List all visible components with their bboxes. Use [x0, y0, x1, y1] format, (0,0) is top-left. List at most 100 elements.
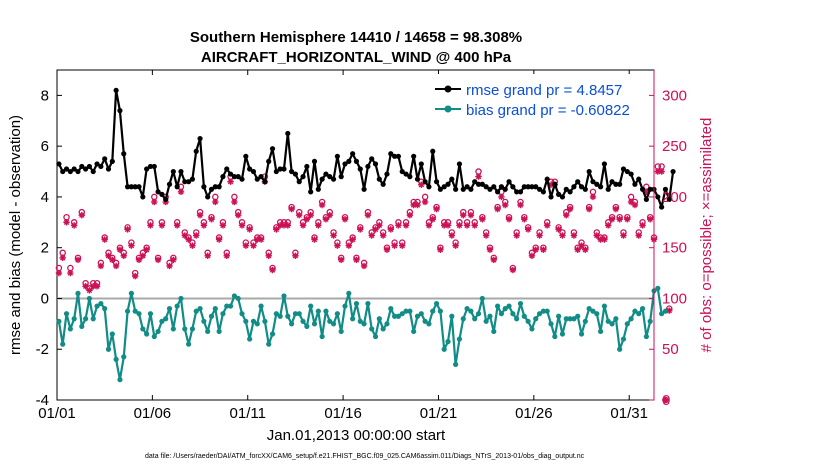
rmse-point — [430, 148, 436, 154]
rmse-point — [323, 171, 329, 177]
rmse-point — [182, 179, 188, 185]
rmse-point — [559, 194, 566, 200]
obs-assimilated-point — [402, 222, 410, 229]
rmse-point — [289, 168, 295, 175]
rmse-point — [250, 168, 257, 175]
bias-point — [174, 303, 180, 309]
rmse-point — [376, 176, 382, 182]
bias-point — [571, 316, 577, 322]
obs-assimilated-point — [585, 205, 593, 213]
bias-point — [384, 321, 390, 327]
obs-assimilated-point — [78, 212, 85, 219]
bias-point — [449, 313, 455, 319]
bias-point — [475, 311, 482, 317]
obs-assimilated-point — [479, 216, 486, 223]
obs-assimilated-point — [105, 252, 112, 260]
obs-assimilated-point — [494, 205, 501, 213]
y-left-tick-label: 4 — [41, 189, 49, 206]
rmse-point — [460, 186, 466, 192]
rmse-point — [144, 166, 150, 172]
obs-assimilated-point — [570, 232, 578, 239]
plot-area — [56, 69, 655, 401]
bias-point — [533, 316, 539, 322]
bias-point — [414, 313, 421, 319]
obs-assimilated-point — [341, 216, 349, 223]
rmse-point — [643, 196, 649, 203]
rmse-point — [670, 168, 676, 175]
bias-point — [418, 311, 424, 317]
bias-point — [494, 303, 501, 309]
rmse-point — [407, 174, 413, 180]
rmse-point — [403, 171, 409, 177]
rmse-point — [163, 196, 169, 203]
bias-point — [292, 311, 299, 317]
obs-assimilated-point — [215, 236, 223, 243]
bias-point — [67, 326, 73, 332]
bias-point — [445, 339, 451, 345]
rmse-point — [94, 161, 100, 167]
bias-point — [258, 303, 264, 309]
rmse-point — [479, 181, 485, 187]
bias-point — [540, 308, 546, 314]
obs-assimilated-point — [70, 222, 78, 229]
bias-point — [342, 303, 348, 309]
obs-assimilated-point — [93, 283, 101, 290]
rmse-point — [422, 179, 428, 185]
rmse-point — [254, 176, 260, 182]
rmse-point — [315, 186, 321, 192]
rmse-point — [601, 161, 608, 167]
bias-point — [594, 311, 600, 317]
bias-point — [83, 316, 89, 322]
bias-point — [430, 308, 436, 314]
bias-point — [247, 336, 253, 342]
obs-assimilated-point — [616, 216, 623, 223]
rmse-point — [605, 186, 611, 192]
obs-assimilated-point — [177, 188, 185, 196]
bias-point — [655, 285, 661, 291]
obs-assimilated-point — [624, 216, 631, 223]
obs-assimilated-point — [82, 283, 89, 290]
rmse-point — [617, 181, 623, 187]
bias-point — [647, 318, 653, 324]
bias-point — [624, 321, 630, 327]
bias-point — [281, 293, 287, 299]
bias-point — [575, 313, 581, 319]
bias-point — [556, 313, 562, 319]
bias-point — [411, 328, 417, 335]
bias-point — [128, 290, 134, 296]
rmse-point — [71, 166, 77, 172]
obs-assimilated-point — [482, 232, 490, 239]
obs-assimilated-point — [509, 266, 517, 274]
obs-assimilated-point — [200, 222, 208, 229]
rmse-point — [124, 184, 131, 190]
bias-point — [330, 321, 337, 327]
rmse-point — [86, 163, 93, 170]
obs-assimilated-point — [662, 396, 669, 404]
bias-point — [636, 311, 642, 317]
obs-assimilated-point — [555, 226, 562, 233]
bias-point — [63, 311, 70, 317]
x-tick-label: 01/11 — [230, 405, 266, 422]
rmse-point — [338, 174, 344, 180]
obs-assimilated-point — [208, 216, 215, 223]
rmse-point — [56, 161, 62, 167]
bias-point — [388, 306, 394, 312]
obs-assimilated-point — [543, 222, 551, 229]
obs-assimilated-point — [383, 246, 391, 253]
rmse-point — [586, 168, 592, 175]
bias-point — [453, 361, 459, 368]
rmse-point — [60, 168, 66, 175]
rmse-point — [639, 186, 646, 192]
rmse-point — [117, 108, 123, 114]
obs-assimilated-point — [540, 246, 547, 253]
obs-assimilated-point — [349, 236, 356, 243]
obs-assimilated-point — [486, 246, 494, 253]
obs-assimilated-point — [433, 205, 440, 213]
legend-bias-marker — [444, 105, 452, 113]
obs-assimilated-point — [246, 226, 253, 233]
rmse-point — [201, 184, 207, 190]
obs-assimilated-point — [219, 222, 227, 229]
obs-assimilated-point — [460, 212, 467, 219]
bias-point — [193, 308, 199, 314]
